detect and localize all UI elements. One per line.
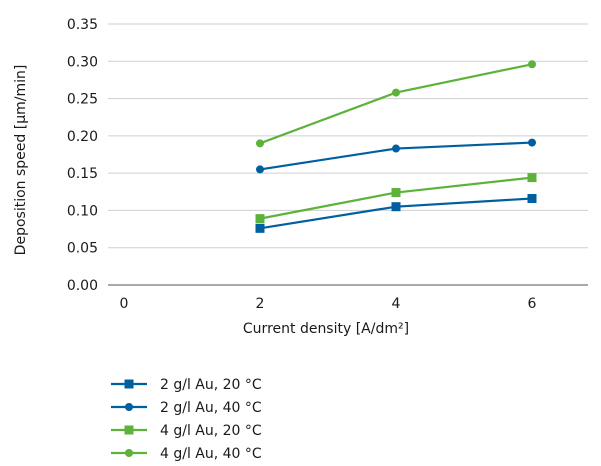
legend-label: 4 g/l Au, 20 °C (160, 423, 262, 439)
legend-label: 2 g/l Au, 20 °C (160, 377, 262, 393)
series-2 (256, 138, 536, 174)
y-axis-title: Deposition speed [µm/min] (13, 65, 29, 256)
data-point (528, 60, 536, 69)
legend-marker (125, 403, 133, 411)
data-point (392, 88, 400, 97)
x-axis-title: Current density [A/dm²] (243, 321, 409, 337)
gridlines (108, 23, 588, 286)
x-tick-label: 2 (256, 296, 265, 312)
data-point (527, 173, 537, 183)
y-tick-label: 0.00 (67, 278, 98, 294)
legend-marker (125, 449, 133, 457)
data-point (392, 144, 400, 153)
series-1 (255, 193, 537, 233)
legend: 2 g/l Au, 20 °C 2 g/l Au, 40 °C 4 g/l Au, … (111, 377, 262, 462)
legend-item: 4 g/l Au, 40 °C (111, 446, 262, 462)
series-line (259, 63, 533, 145)
legend-item: 2 g/l Au, 20 °C (111, 377, 262, 393)
y-axis-ticks: 0.00 0.05 0.10 0.15 0.20 0.25 0.30 0.35 (67, 17, 98, 294)
data-point (256, 165, 264, 174)
y-tick-label: 0.30 (67, 54, 98, 70)
data-point (255, 214, 265, 224)
data-point (391, 202, 401, 212)
data-point (255, 223, 265, 233)
series-3 (255, 173, 537, 224)
x-axis-ticks: 0 2 4 6 (120, 296, 537, 312)
data-point (527, 193, 537, 203)
x-tick-label: 6 (528, 296, 537, 312)
x-tick-label: 4 (392, 296, 401, 312)
legend-label: 4 g/l Au, 40 °C (160, 446, 262, 462)
y-tick-label: 0.20 (67, 129, 98, 145)
data-point (391, 188, 401, 198)
legend-item: 4 g/l Au, 20 °C (111, 423, 262, 439)
series-4 (256, 60, 536, 148)
x-tick-label: 0 (120, 296, 129, 312)
y-tick-label: 0.15 (67, 166, 98, 182)
data-point (528, 138, 536, 147)
legend-marker (124, 425, 134, 435)
y-tick-label: 0.35 (67, 17, 98, 33)
data-series (255, 60, 537, 233)
legend-item: 2 g/l Au, 40 °C (111, 400, 262, 416)
series-line (259, 176, 533, 220)
legend-marker (124, 379, 134, 389)
y-tick-label: 0.05 (67, 241, 98, 257)
legend-label: 2 g/l Au, 40 °C (160, 400, 262, 416)
y-tick-label: 0.25 (67, 92, 98, 108)
y-tick-label: 0.10 (67, 203, 98, 219)
data-point (256, 139, 264, 148)
